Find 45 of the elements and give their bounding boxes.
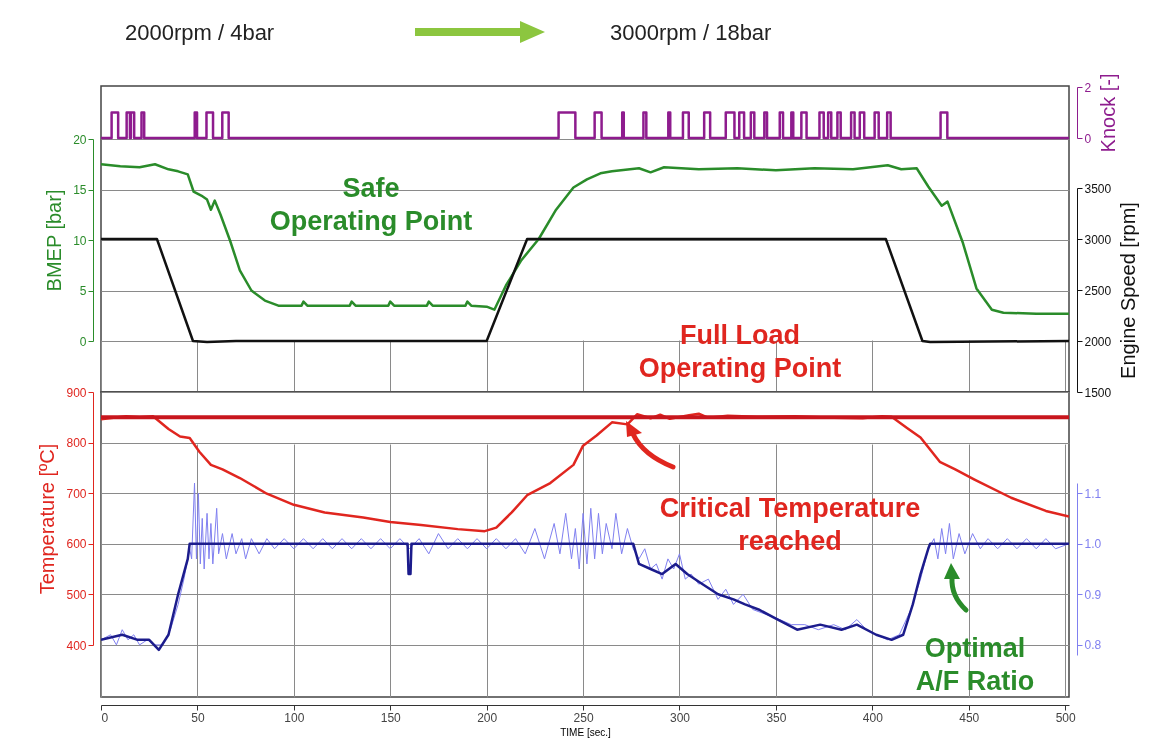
y-tick-label: 400: [66, 638, 87, 653]
y-tick-label: 5: [79, 284, 87, 298]
x-tick-label: 100: [284, 710, 305, 725]
y-axis-title: BMEP [bar]: [43, 189, 66, 292]
text: 3000rpm / 18bar: [610, 20, 772, 45]
y2-tick-label: 1.0: [1084, 537, 1102, 552]
y2-tick-label: 2500: [1084, 283, 1112, 298]
y-tick-label: 15: [73, 183, 87, 197]
x-tick-label: 350: [766, 710, 787, 725]
y-tick-label: 600: [66, 537, 87, 552]
x-tick-label: 150: [380, 710, 402, 725]
y-tick-label: 10: [73, 233, 87, 248]
y3-axis-title: Knock [-]: [1097, 73, 1120, 153]
y-axis-title: Temperature [ºC]: [36, 443, 59, 595]
y2-tick-label: 0.8: [1084, 638, 1102, 653]
y-tick-label: 500: [66, 587, 87, 602]
y-tick-label: 700: [66, 486, 87, 501]
annotation: Critical Temperature reached: [659, 493, 921, 556]
y-tick-label: 0: [79, 334, 87, 349]
x-tick-label: 450: [959, 710, 980, 725]
y3-tick-label: 0: [1084, 131, 1092, 146]
x-tick-label: 50: [191, 710, 205, 725]
y-tick-label: 20: [73, 132, 87, 147]
annotation: Optimal A/F Ratio: [915, 633, 1035, 696]
y2-tick-label: 0.9: [1084, 587, 1102, 602]
y2-axis-title: Engine Speed [rpm]: [1117, 202, 1140, 379]
line-series: [101, 163, 1069, 315]
y2-tick-label: 1500: [1084, 385, 1112, 400]
y3-tick-label: 2: [1084, 80, 1092, 95]
annotation: Safe Operating Point: [269, 173, 473, 236]
y-tick-label: 900: [66, 385, 87, 400]
y2-tick-label: 3500: [1084, 181, 1112, 196]
x-axis-title: TIME [sec.]: [560, 726, 611, 738]
y2-tick-label: 3000: [1084, 232, 1112, 247]
text: 2000rpm / 4bar: [125, 20, 275, 45]
x-tick-label: 500: [1055, 710, 1076, 725]
y-tick-label: 800: [66, 436, 87, 451]
x-tick-label: 400: [862, 710, 884, 725]
x-tick-label: 300: [669, 710, 691, 725]
y2-tick-label: 2000: [1084, 334, 1112, 349]
x-tick-label: 200: [477, 710, 498, 725]
x-tick-label: 0: [101, 710, 109, 725]
x-tick-label: 250: [573, 710, 594, 725]
y2-tick-label: 1.1: [1084, 486, 1102, 501]
annotation: Full Load Operating Point: [638, 320, 842, 383]
